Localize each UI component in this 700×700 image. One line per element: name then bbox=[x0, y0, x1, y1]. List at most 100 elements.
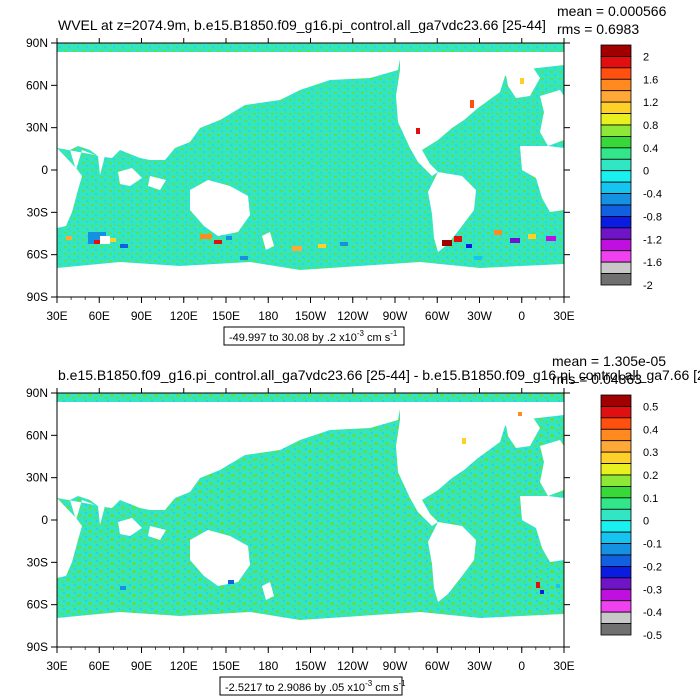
colorbar-label: -0.2 bbox=[643, 561, 662, 573]
colorbar-swatch bbox=[600, 227, 632, 240]
panel-1-range-units-exp: -1 bbox=[390, 329, 398, 338]
x-tick-label: 30E bbox=[553, 659, 574, 673]
y-tick-label: 60S bbox=[27, 248, 48, 262]
colorbar-swatch bbox=[600, 394, 632, 407]
y-tick-label: 30N bbox=[26, 121, 48, 135]
colorbar-label: 0 bbox=[643, 516, 649, 528]
colorbar-swatch bbox=[600, 181, 632, 194]
colorbar-label: 0.8 bbox=[643, 120, 658, 132]
panel-2-range-units-exp: -1 bbox=[398, 679, 406, 688]
x-tick-label: 120E bbox=[170, 659, 198, 673]
colorbar-label: 0.4 bbox=[643, 143, 658, 155]
colorbar-swatch bbox=[600, 440, 632, 453]
y-tick-label: 90S bbox=[27, 290, 48, 304]
colorbar-swatch bbox=[600, 588, 632, 602]
panel-1-land bbox=[57, 52, 564, 297]
colorbar-swatch bbox=[600, 531, 632, 544]
colorbar-swatch bbox=[600, 90, 632, 103]
x-tick-label: 120E bbox=[170, 309, 198, 323]
colorbar-label: -1.6 bbox=[643, 257, 662, 269]
svg-text:-49.997 to 30.08 by .2 x10-3 c: -49.997 to 30.08 by .2 x10-3 cm s-1 bbox=[229, 329, 398, 344]
panel-1-range-units: cm s bbox=[364, 332, 391, 344]
panel-2-mean: mean = 1.305e-05 bbox=[552, 353, 666, 369]
colorbar-swatch bbox=[600, 486, 632, 499]
panel-1-range-label: -49.997 to 30.08 by .2 x10 bbox=[229, 332, 357, 344]
panel-1-southern-ocean-anomalies bbox=[66, 78, 556, 260]
panel-1: WVEL at z=2074.9m, b.e15.B1850.f09_g16.p… bbox=[26, 3, 667, 346]
colorbar-swatch bbox=[600, 508, 632, 522]
x-tick-label: 120W bbox=[337, 659, 369, 673]
panel-1-rms: rms = 0.6983 bbox=[557, 21, 639, 37]
x-tick-label: 90E bbox=[131, 309, 152, 323]
colorbar-label: 1.6 bbox=[643, 74, 658, 86]
panel-1-title: WVEL at z=2074.9m, b.e15.B1850.f09_g16.p… bbox=[58, 17, 546, 33]
colorbar-label: 0.5 bbox=[643, 401, 658, 413]
colorbar-swatch bbox=[600, 78, 632, 92]
y-tick-label: 0 bbox=[41, 163, 48, 177]
panel-2-map bbox=[57, 393, 564, 647]
colorbar-label: -0.5 bbox=[643, 630, 662, 642]
y-tick-label: 60N bbox=[26, 428, 48, 442]
panel-2-range-box: -2.5217 to 2.9086 by .05 x10-3 cm s-1 bbox=[219, 676, 406, 696]
colorbar-swatch bbox=[600, 136, 632, 149]
y-tick-label: 30N bbox=[26, 471, 48, 485]
x-tick-label: 150W bbox=[295, 309, 327, 323]
colorbar-label: 0 bbox=[643, 166, 649, 178]
colorbar-swatch bbox=[600, 566, 632, 579]
colorbar-label: -1.2 bbox=[643, 234, 662, 246]
colorbar-swatch bbox=[600, 623, 632, 636]
colorbar-swatch bbox=[600, 113, 632, 126]
colorbar-swatch bbox=[600, 497, 632, 510]
x-tick-label: 30W bbox=[467, 659, 492, 673]
x-tick-label: 30E bbox=[553, 309, 574, 323]
colorbar-swatch bbox=[600, 261, 632, 274]
panel-2-title: b.e15.B1850.f09_g16.pi_control.all_ga7vd… bbox=[58, 367, 700, 383]
colorbar-label: -2 bbox=[643, 280, 653, 292]
panel-2-anomalies bbox=[120, 412, 560, 594]
panel-2-range-exp: -3 bbox=[365, 679, 373, 688]
colorbar-swatch bbox=[600, 611, 632, 624]
colorbar-swatch bbox=[600, 56, 632, 69]
colorbar-swatch bbox=[600, 170, 632, 183]
colorbar-swatch bbox=[600, 44, 632, 57]
colorbar-label: 0.1 bbox=[643, 493, 658, 505]
panel-2-range-units: cm s bbox=[372, 682, 399, 694]
y-tick-label: 90S bbox=[27, 640, 48, 654]
x-tick-label: 90E bbox=[131, 659, 152, 673]
x-tick-label: 120W bbox=[337, 309, 369, 323]
colorbar-swatch bbox=[600, 543, 632, 556]
x-tick-label: 180 bbox=[258, 309, 278, 323]
panel-2-axes: 30E 60E 90E 120E 150E 180 150W 120W 90W 60W 30W 0 30… bbox=[26, 386, 575, 673]
colorbar-swatch bbox=[600, 417, 632, 430]
colorbar-label: -0.8 bbox=[643, 211, 662, 223]
x-tick-label: 180 bbox=[258, 659, 278, 673]
colorbar-label: -0.3 bbox=[643, 584, 662, 596]
colorbar-swatch bbox=[600, 250, 632, 263]
colorbar-label: 1.2 bbox=[643, 97, 658, 109]
x-tick-label: 30W bbox=[467, 309, 492, 323]
x-tick-label: 0 bbox=[518, 659, 525, 673]
colorbar-swatch bbox=[600, 600, 632, 613]
panel-1-axes: 30E 60E 90E 120E 150E 180 150W 120W 90W 60W 30W 0 30… bbox=[26, 36, 575, 323]
y-tick-label: 30S bbox=[27, 205, 48, 219]
colorbar-swatch bbox=[600, 193, 632, 206]
panel-2-land bbox=[57, 402, 564, 647]
x-tick-label: 60E bbox=[89, 659, 110, 673]
colorbar-swatch bbox=[600, 520, 632, 533]
colorbar-swatch bbox=[600, 216, 632, 229]
colorbar-swatch bbox=[600, 204, 632, 217]
x-tick-label: 150E bbox=[212, 309, 240, 323]
colorbar-label: 0.4 bbox=[643, 424, 658, 436]
colorbar-label: 2 bbox=[643, 51, 649, 63]
x-tick-label: 60W bbox=[425, 309, 450, 323]
colorbar-label: 0.2 bbox=[643, 470, 658, 482]
x-tick-label: 150E bbox=[212, 659, 240, 673]
panel-1-mean: mean = 0.000566 bbox=[557, 3, 667, 19]
colorbar-label: -0.4 bbox=[643, 189, 662, 201]
panel-1-colorbar: 2 1.6 1.2 0.8 0.4 0 -0.4 -0.8 -1.2 -1.6 -2 bbox=[600, 44, 662, 292]
y-tick-label: 0 bbox=[41, 513, 48, 527]
x-tick-label: 0 bbox=[518, 309, 525, 323]
colorbar-swatch bbox=[600, 273, 632, 286]
colorbar-swatch bbox=[600, 474, 632, 487]
